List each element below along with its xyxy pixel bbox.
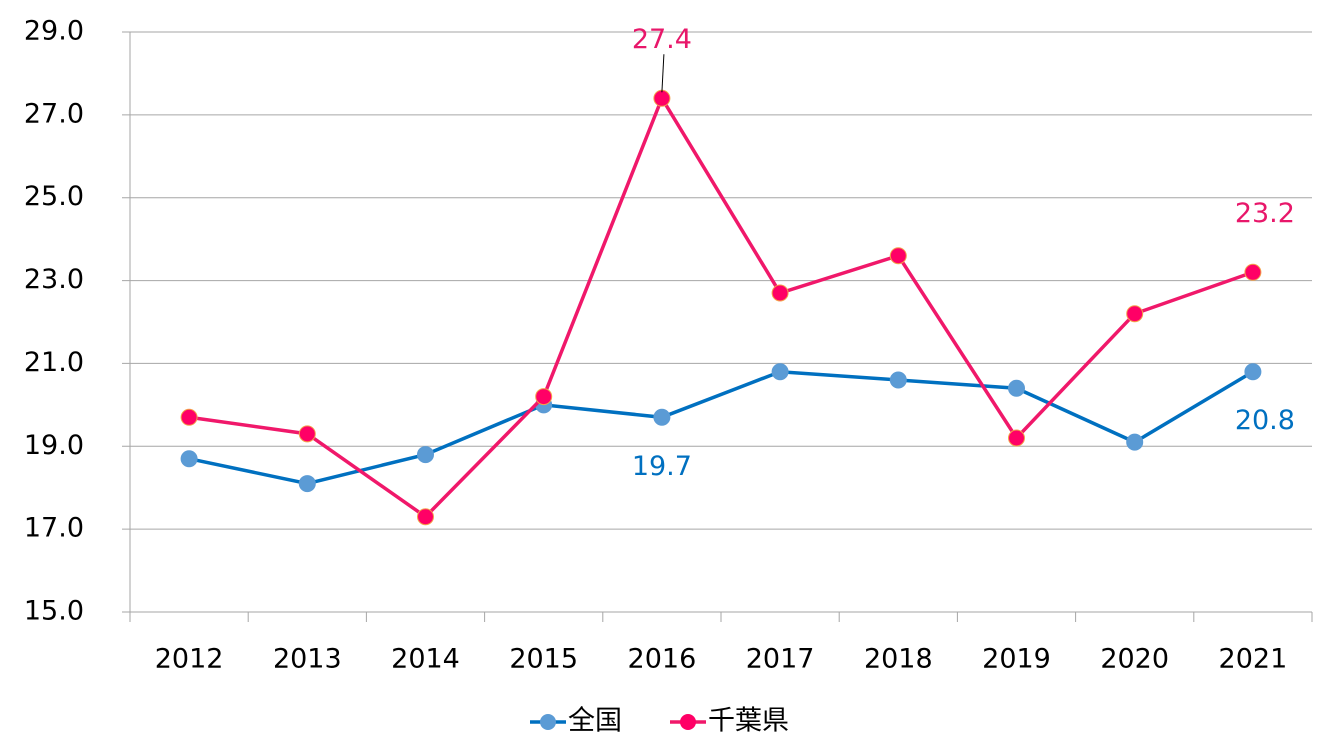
x-tick-label: 2019 — [982, 644, 1051, 675]
marker — [417, 446, 434, 464]
y-tick-label: 27.0 — [24, 98, 84, 129]
y-tick-label: 23.0 — [24, 264, 84, 295]
marker — [653, 89, 671, 107]
legend-label: 全国 — [568, 706, 622, 737]
y-tick-label: 29.0 — [24, 16, 84, 47]
data-label: 19.7 — [632, 451, 692, 482]
x-tick-label: 2012 — [155, 644, 224, 675]
y-tick-label: 21.0 — [24, 347, 84, 378]
marker — [180, 408, 198, 426]
x-tick-label: 2021 — [1219, 644, 1288, 675]
x-tick-label: 2020 — [1100, 644, 1169, 675]
leader-line — [661, 54, 665, 93]
marker — [889, 247, 907, 265]
marker — [771, 284, 789, 302]
y-tick-label: 25.0 — [24, 181, 84, 212]
series-line — [188, 369, 1254, 486]
data-label: 27.4 — [632, 24, 692, 55]
y-tick-label: 17.0 — [24, 513, 84, 544]
legend-label: 千葉県 — [708, 706, 789, 737]
marker — [771, 363, 789, 381]
marker — [1126, 305, 1144, 323]
y-tick-label: 19.0 — [24, 430, 84, 461]
legend-marker — [680, 714, 696, 730]
data-label: 20.8 — [1235, 405, 1295, 436]
legend-marker — [540, 714, 556, 730]
marker — [1008, 379, 1025, 397]
x-tick-label: 2013 — [273, 644, 342, 675]
x-tick-label: 2014 — [391, 644, 460, 675]
marker — [180, 450, 198, 468]
marker — [1244, 363, 1262, 381]
marker — [417, 508, 434, 526]
marker — [653, 408, 671, 426]
marker — [889, 371, 907, 389]
marker — [1244, 263, 1262, 281]
x-tick-label: 2018 — [864, 644, 933, 675]
y-tick-label: 15.0 — [24, 596, 84, 627]
x-tick-label: 2017 — [746, 644, 815, 675]
marker — [1008, 429, 1025, 447]
x-tick-label: 2016 — [628, 644, 697, 675]
data-label: 23.2 — [1235, 198, 1295, 229]
marker — [298, 425, 316, 443]
marker — [298, 475, 316, 493]
x-tick-label: 2015 — [509, 644, 578, 675]
series-line — [188, 94, 1254, 519]
marker — [1126, 433, 1144, 451]
marker — [535, 388, 553, 406]
